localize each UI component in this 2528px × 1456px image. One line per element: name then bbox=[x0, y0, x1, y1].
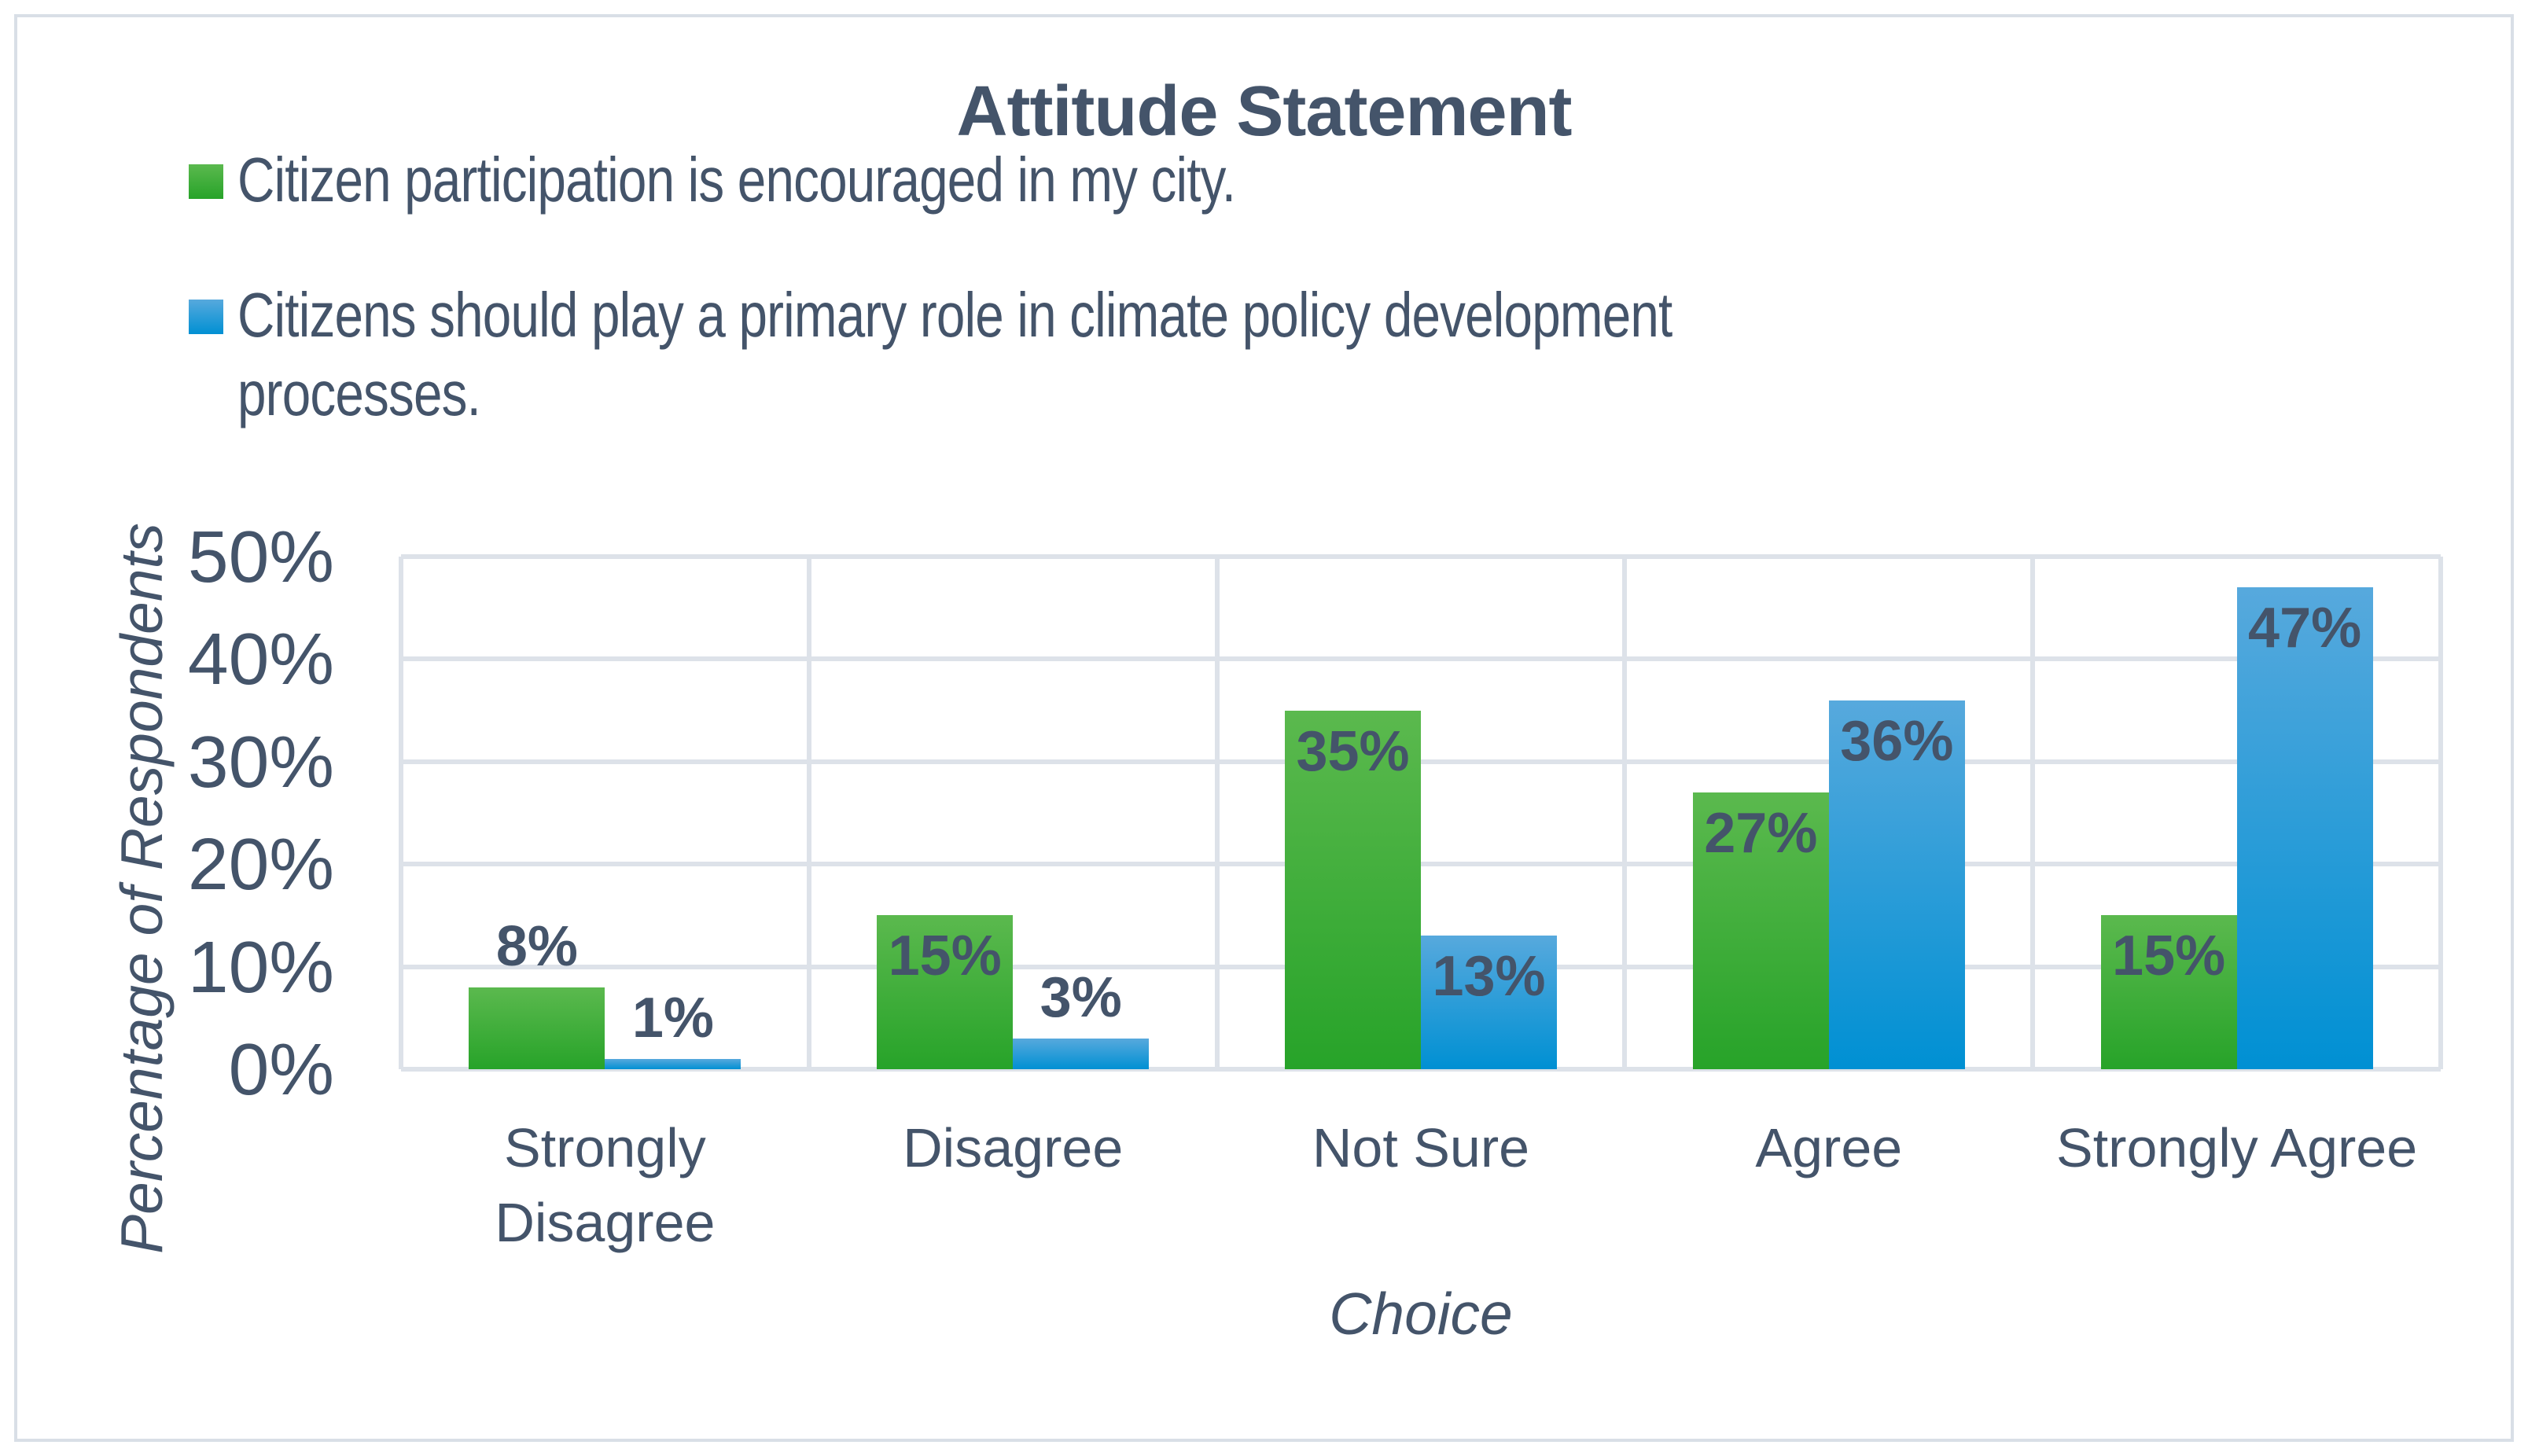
bar-green-strongly-disagree bbox=[469, 987, 605, 1069]
v-gridline bbox=[1622, 557, 1628, 1069]
bar-label-blue-agree: 36% bbox=[1840, 710, 1954, 773]
bar-blue-agree bbox=[1828, 700, 1965, 1069]
x-tick-label-agree: Agree bbox=[1755, 1117, 1903, 1178]
h-gridline bbox=[401, 862, 2441, 867]
y-tick-label: 0% bbox=[228, 1028, 334, 1110]
v-gridline bbox=[2030, 557, 2036, 1069]
legend-swatch-green-icon bbox=[189, 164, 223, 199]
y-tick-label: 20% bbox=[187, 823, 334, 906]
bar-blue-disagree bbox=[1013, 1039, 1150, 1069]
bar-label-green-disagree: 15% bbox=[888, 925, 1002, 987]
y-tick-label: 30% bbox=[187, 720, 334, 803]
v-gridline bbox=[1214, 557, 1220, 1069]
x-axis-title: Choice bbox=[1329, 1281, 1513, 1347]
h-gridline bbox=[401, 554, 2441, 559]
legend-label-series-1: Citizen participation is encouraged in m… bbox=[237, 145, 1236, 215]
legend-item-series-2: Citizens should play a primary role in c… bbox=[189, 276, 2250, 433]
bar-green-not-sure bbox=[1285, 711, 1421, 1069]
x-tick-label-strongly-agree: Strongly Agree bbox=[2056, 1117, 2418, 1178]
x-tick-label-disagree: Disagree bbox=[903, 1117, 1124, 1178]
v-gridline bbox=[2438, 557, 2443, 1069]
x-tick-label-strongly-disagree: Strongly Disagree bbox=[495, 1117, 716, 1253]
bar-label-green-strongly-agree: 15% bbox=[2112, 925, 2226, 987]
bar-label-green-agree: 27% bbox=[1704, 802, 1818, 865]
bar-label-green-strongly-disagree: 8% bbox=[495, 915, 578, 978]
bar-blue-not-sure bbox=[1421, 936, 1557, 1069]
bar-label-blue-not-sure: 13% bbox=[1432, 945, 1546, 1008]
legend-item-series-1: Citizen participation is encouraged in m… bbox=[189, 141, 1455, 219]
bar-label-blue-strongly-disagree: 1% bbox=[631, 987, 714, 1050]
v-gridline bbox=[399, 557, 403, 1069]
plot-area: 8% 1% 15% 3% 35% 13% 27% 36% 15% 47% bbox=[399, 554, 2443, 1072]
bar-blue-strongly-disagree bbox=[605, 1059, 741, 1069]
y-axis-tick-labels: 0% 10% 20% 30% 40% 50% bbox=[0, 0, 334, 1456]
v-gridline bbox=[806, 557, 811, 1069]
h-gridline bbox=[401, 656, 2441, 662]
bar-green-disagree bbox=[877, 915, 1014, 1069]
bar-blue-strongly-agree bbox=[2236, 587, 2373, 1069]
chart-title: Attitude Statement bbox=[956, 72, 1572, 151]
bar-label-green-not-sure: 35% bbox=[1296, 720, 1410, 783]
y-tick-label: 10% bbox=[187, 925, 334, 1008]
legend-label-series-2: Citizens should play a primary role in c… bbox=[237, 280, 1672, 428]
x-tick-label-not-sure: Not Sure bbox=[1312, 1117, 1530, 1178]
bar-label-blue-disagree: 3% bbox=[1040, 966, 1122, 1029]
h-gridline bbox=[401, 1067, 2441, 1072]
legend-swatch-blue-icon bbox=[189, 300, 223, 334]
bar-label-blue-strongly-agree: 47% bbox=[2248, 597, 2362, 660]
h-gridline bbox=[401, 759, 2441, 764]
bar-green-agree bbox=[1692, 792, 1829, 1069]
y-tick-label: 40% bbox=[187, 618, 334, 700]
y-tick-label: 50% bbox=[187, 516, 334, 597]
bar-green-strongly-agree bbox=[2100, 915, 2237, 1069]
